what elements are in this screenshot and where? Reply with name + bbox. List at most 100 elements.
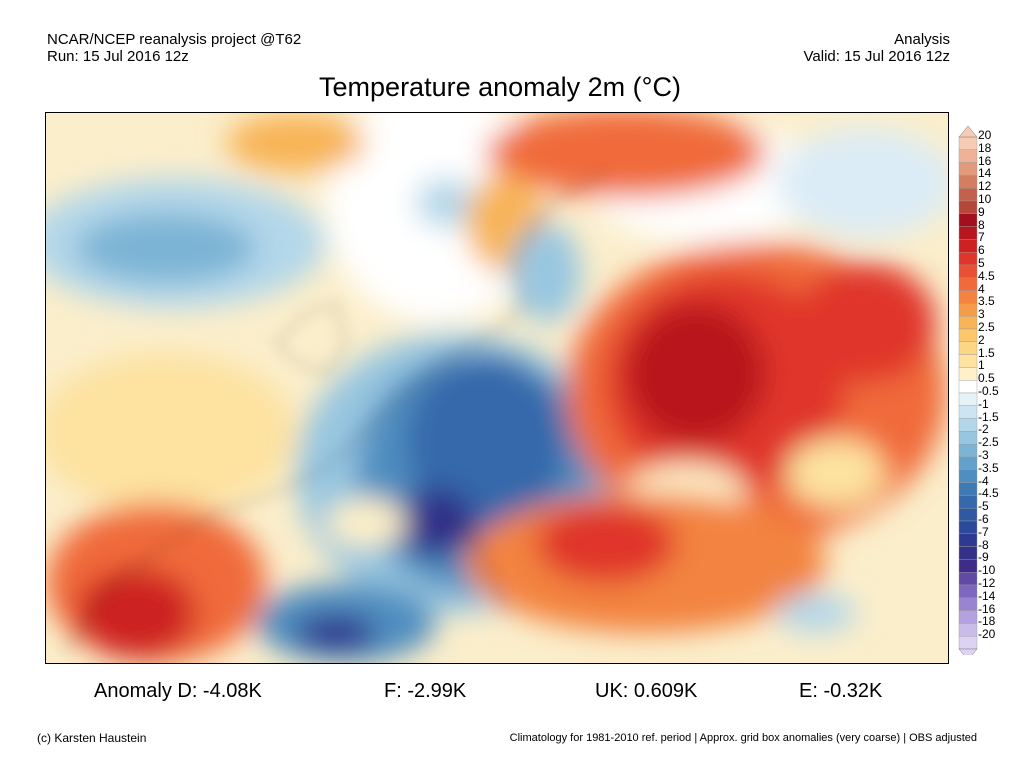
colorbar-cell [958, 610, 978, 624]
colorbar-label: -5 [978, 499, 989, 514]
colorbar-cell [958, 636, 978, 650]
colorbar-cell [958, 251, 978, 266]
colorbar-cell [958, 162, 978, 176]
colorbar-cell [958, 290, 978, 304]
colorbar-cell [958, 546, 978, 560]
map-canvas [46, 113, 948, 663]
colorbar-label: -3 [978, 448, 989, 462]
colorbar-label: -0.5 [978, 384, 999, 398]
colorbar-label: -3.5 [978, 460, 999, 475]
header-left: NCAR/NCEP reanalysis project @T62 Run: 1… [47, 31, 301, 65]
colorbar-label: -9 [978, 550, 989, 565]
colorbar-cell [958, 175, 978, 189]
colorbar-label: -14 [978, 588, 996, 603]
colorbar-cell [958, 315, 978, 330]
colorbar-cell [958, 264, 978, 279]
colorbar-label: -18 [978, 614, 996, 629]
colorbar-label: 4.5 [978, 268, 995, 283]
colorbar-label: 3.5 [978, 294, 995, 309]
colorbar-cell [958, 431, 978, 445]
colorbar-label: 2 [978, 332, 985, 347]
stat-uk: UK: 0.609K [595, 680, 698, 702]
colorbar-label: -6 [978, 512, 989, 526]
colorbar-cell [958, 597, 978, 611]
colorbar-label: 1.5 [978, 345, 995, 360]
colorbar-label: 12 [978, 179, 992, 194]
stat-germany: Anomaly D: -4.08K [94, 680, 262, 702]
run-label: Run: 15 Jul 2016 12z [47, 48, 189, 65]
colorbar-cell [958, 354, 978, 368]
map-title: Temperature anomaly 2m (°C) [319, 72, 681, 102]
colorbar-cell [958, 495, 978, 509]
colorbar-cells [958, 136, 978, 650]
colorbar-label: 10 [978, 192, 992, 206]
stat-spain: E: -0.32K [799, 680, 883, 702]
colorbar-cell [958, 392, 978, 407]
colorbar-label: -4.5 [978, 486, 999, 501]
colorbar-cell [958, 277, 978, 291]
colorbar-label: -16 [978, 601, 996, 616]
colorbar-cell [958, 328, 978, 343]
colorbar-cell [958, 572, 978, 586]
colorbar-label: 6 [978, 243, 985, 258]
colorbar-label: -7 [978, 524, 989, 539]
colorbar-cell [958, 367, 978, 381]
colorbar-cell [958, 482, 978, 496]
colorbar-cell [958, 520, 978, 535]
colorbar-cell [958, 226, 978, 240]
colorbar-label: 14 [978, 166, 992, 181]
colorbar-cell [958, 239, 978, 253]
colorbar-label: -20 [978, 627, 996, 642]
colorbar-label: -8 [978, 537, 989, 552]
climatology-note: Climatology for 1981-2010 ref. period | … [509, 732, 977, 744]
header-right: Analysis Valid: 15 Jul 2016 12z [804, 31, 951, 65]
model-label: NCAR/NCEP reanalysis project @T62 [47, 31, 302, 48]
coastlines [65, 172, 607, 654]
colorbar-label: 9 [978, 204, 985, 219]
colorbar-label: 16 [978, 153, 992, 168]
colorbar-label: 8 [978, 217, 985, 232]
colorbar-cell [958, 149, 978, 163]
stats-row: Anomaly D: -4.08K F: -2.99K UK: 0.609K E… [0, 680, 1024, 708]
colorbar-top-arrow [958, 125, 978, 138]
colorbar-cell [958, 559, 978, 573]
colorbar-label: 2.5 [978, 320, 995, 334]
colorbar-label: 18 [978, 140, 992, 155]
colorbar-cell [958, 584, 978, 599]
colorbar-label: -1 [978, 396, 989, 411]
analysis-label: Analysis [894, 31, 950, 48]
colorbar-cell [958, 303, 978, 317]
colorbar-label: 1 [978, 358, 985, 373]
colorbar-cell [958, 405, 978, 419]
stat-france: F: -2.99K [384, 680, 467, 702]
colorbar-label: 4 [978, 281, 985, 296]
colorbar-bottom-arrow [958, 648, 978, 655]
colorbar-label: 5 [978, 256, 985, 270]
colorbar-cell [958, 188, 978, 202]
colorbar-label: -1.5 [978, 409, 999, 424]
colorbar [958, 125, 978, 655]
colorbar-label: 20 [978, 128, 992, 142]
colorbar-label: 3 [978, 307, 985, 322]
colorbar-cell [958, 456, 978, 471]
colorbar-cell [958, 469, 978, 483]
anomaly-field [46, 113, 948, 663]
credit-text: (c) Karsten Haustein [37, 731, 147, 745]
colorbar-label: 7 [978, 230, 985, 245]
colorbar-label: -4 [978, 473, 989, 488]
colorbar-label: 0.5 [978, 371, 995, 386]
valid-label: Valid: 15 Jul 2016 12z [803, 48, 951, 65]
anomaly-map [45, 112, 949, 664]
colorbar-label: -12 [978, 576, 996, 590]
colorbar-label: -10 [978, 563, 996, 578]
colorbar-cell [958, 418, 978, 432]
colorbar-cell [958, 200, 978, 215]
colorbar-cell [958, 213, 978, 227]
colorbar-label: -2.5 [978, 435, 999, 450]
colorbar-cell [958, 533, 978, 547]
colorbar-cell [958, 341, 978, 355]
colorbar-cell [958, 508, 978, 522]
colorbar-cell [958, 379, 978, 394]
colorbar-label: -2 [978, 422, 989, 437]
colorbar-cell [958, 623, 978, 637]
